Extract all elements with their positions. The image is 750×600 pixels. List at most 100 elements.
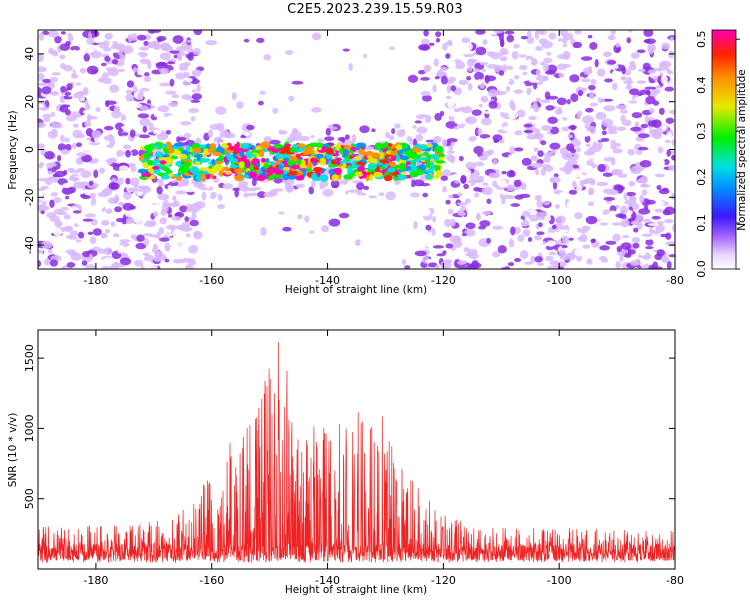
spectrogram-cell xyxy=(542,63,549,72)
spectrogram-cell xyxy=(567,134,574,139)
spectrogram-cell xyxy=(610,30,616,36)
spectrogram-cell xyxy=(631,237,641,244)
spectrogram-cell xyxy=(368,195,377,199)
spectrogram-cell xyxy=(509,146,516,154)
spectrogram-cell xyxy=(175,190,187,195)
spectrogram-cell xyxy=(311,32,322,41)
spectrogram-cell xyxy=(453,108,459,112)
spectrogram-cell xyxy=(467,179,479,184)
spectrogram-signal-cell xyxy=(209,143,217,149)
spectrogram-cell xyxy=(288,95,295,102)
spectrogram-cell xyxy=(446,79,454,85)
spectrogram-cell xyxy=(220,188,226,197)
spectrogram-cell xyxy=(536,199,543,208)
spectrogram-cell xyxy=(119,239,132,243)
spectrogram-cell xyxy=(47,248,53,254)
spectrogram-signal-cell xyxy=(152,165,160,170)
spectrogram-cell xyxy=(460,174,467,184)
spectrogram-signal-cell xyxy=(395,154,401,162)
spectrogram-cell xyxy=(552,180,558,190)
spectrogram-cell xyxy=(89,236,97,245)
spectrogram-cell xyxy=(611,70,619,79)
spectrogram-cell xyxy=(297,214,303,220)
spectrogram-cell xyxy=(420,77,431,81)
spectrogram-signal-cell xyxy=(192,147,202,154)
spectrogram-cell xyxy=(101,265,113,269)
spectrogram-cell xyxy=(554,203,560,209)
spectrogram-cell xyxy=(404,178,412,187)
spectrogram-cell xyxy=(561,126,570,132)
spectrogram-cell xyxy=(479,220,491,227)
spectrogram-cell xyxy=(612,81,618,91)
snr-panel: -180 -160 -140 -120 -100 -80 500 1000 1500 Heig… xyxy=(7,329,684,596)
spectrogram-cell xyxy=(257,100,264,106)
spectrogram-cell xyxy=(191,93,202,100)
spectrogram-cell xyxy=(453,126,459,130)
spectrogram-cell xyxy=(513,179,522,187)
spectrogram-cell xyxy=(615,104,627,110)
spectrogram-cell xyxy=(39,162,45,166)
spectrogram-cell xyxy=(76,133,85,139)
spectrogram-cell xyxy=(79,67,87,74)
spectrogram-cell xyxy=(139,87,150,92)
spectrogram-cell xyxy=(576,110,583,116)
spectrogram-cell xyxy=(440,175,449,181)
spectrogram-cell xyxy=(143,222,156,228)
spectrogram-cell xyxy=(446,61,457,69)
spectrogram-cell xyxy=(46,212,57,219)
spectrogram-image xyxy=(38,30,675,269)
spectrogram-cell xyxy=(38,72,45,81)
spectrogram-cell xyxy=(659,72,664,77)
spectrogram-signal-cell xyxy=(418,164,427,172)
spectrogram-cell xyxy=(110,45,117,49)
spectrogram-cell xyxy=(635,258,641,266)
spectrogram-signal-cell xyxy=(273,143,283,149)
spectrogram-cell xyxy=(155,62,168,66)
spectrogram-cell xyxy=(137,113,150,119)
spectrogram-signal-cell xyxy=(142,161,148,168)
spectrogram-cell xyxy=(209,123,222,130)
spectrogram-signal-cell xyxy=(240,142,250,150)
spectrogram-cell xyxy=(590,78,597,86)
spectrogram-cell xyxy=(61,187,74,195)
spectrogram-cell xyxy=(482,182,489,187)
spectrogram-cell xyxy=(663,219,674,224)
spectrogram-cell xyxy=(159,82,171,87)
spectrogram-cell xyxy=(513,43,520,49)
colorbar-tick-label: 0.3 xyxy=(695,122,708,140)
spectrogram-signal-cell xyxy=(164,148,169,155)
spectrogram-cell xyxy=(506,65,514,70)
spectrogram-cell xyxy=(47,176,54,180)
spectrogram-signal-cell xyxy=(226,142,232,150)
spectrogram-cell xyxy=(428,231,433,239)
spectrogram-cell xyxy=(420,90,431,97)
spectrogram-cell xyxy=(511,51,519,60)
spectrogram-cell xyxy=(658,62,669,71)
spectrogram-cell xyxy=(630,52,640,59)
spectrogram-cell xyxy=(558,229,569,233)
spectrogram-cell xyxy=(540,61,546,66)
spectrogram-cell xyxy=(473,146,484,155)
spectrogram-cell xyxy=(644,38,656,44)
spectrogram-cell xyxy=(500,38,505,48)
spectrogram-signal-cell xyxy=(259,149,265,158)
spectrogram-cell xyxy=(432,135,442,144)
spectrogram-cell xyxy=(671,223,675,233)
spectrogram-signal-cell xyxy=(344,155,350,162)
spectrogram-cell xyxy=(379,128,391,133)
spectrogram-cell xyxy=(653,127,664,136)
spectrogram-x-axis: -180 -160 -140 -120 -100 -80 xyxy=(83,30,684,287)
spectrogram-cell xyxy=(609,113,615,120)
spectrogram-cell xyxy=(391,128,396,135)
spectrogram-cell xyxy=(475,46,487,56)
spectrogram-cell xyxy=(628,100,638,104)
spectrogram-cell xyxy=(568,243,579,249)
spectrogram-cell xyxy=(600,98,605,103)
spectrogram-cell xyxy=(654,173,665,178)
spectrogram-signal-cell xyxy=(208,165,213,169)
spectrogram-cell xyxy=(168,181,179,187)
spectrogram-cell xyxy=(191,69,202,77)
spectrogram-cell xyxy=(132,67,138,73)
spectrogram-cell xyxy=(110,182,120,190)
spectrogram-cell xyxy=(139,58,150,65)
